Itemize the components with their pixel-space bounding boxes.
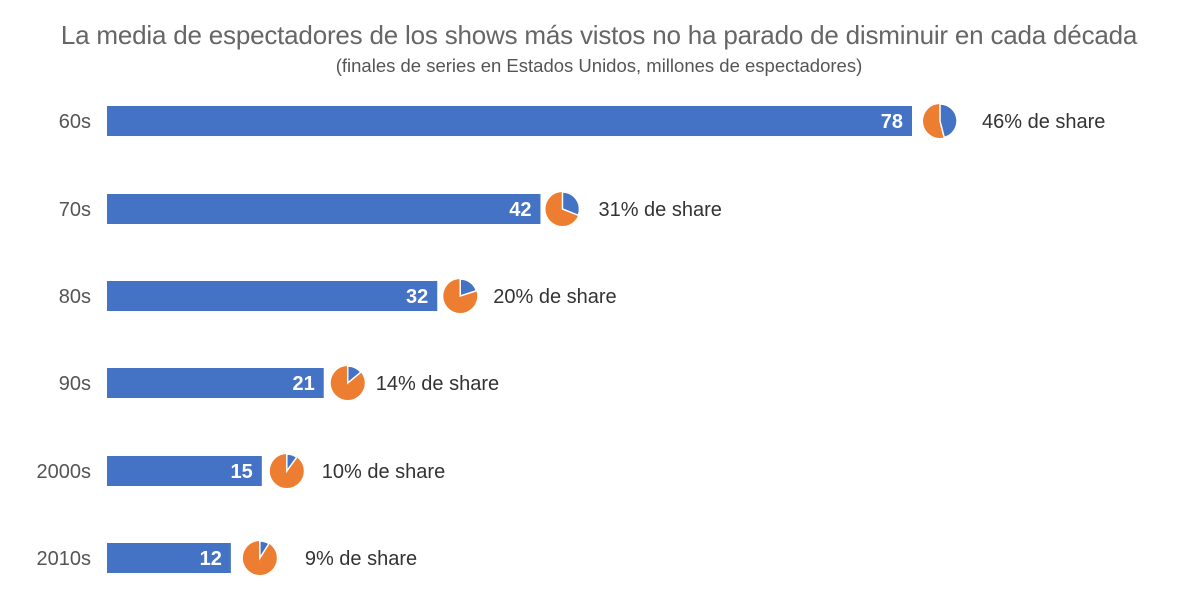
- bar: [107, 106, 912, 136]
- category-label: 60s: [59, 111, 91, 133]
- pie-slice-share: [939, 103, 958, 139]
- share-pie: [330, 365, 365, 400]
- share-label: 46% de share: [982, 111, 1105, 133]
- share-pie: [269, 453, 304, 488]
- bar: [107, 368, 324, 398]
- bar: [107, 543, 231, 573]
- share-label: 10% de share: [322, 461, 445, 483]
- bar: [107, 281, 438, 311]
- pie-slice-share: [459, 278, 478, 298]
- category-label: 2000s: [37, 461, 92, 483]
- chart-subtitle: (finales de series en Estados Unidos, mi…: [335, 55, 863, 76]
- category-label: 90s: [59, 373, 91, 395]
- pie-slice-share: [259, 540, 270, 561]
- chart-title: La media de espectadores de los shows má…: [60, 20, 1138, 50]
- share-pie: [923, 103, 958, 139]
- bar-value-label: 12: [200, 548, 222, 570]
- pie-slice-share: [346, 365, 362, 385]
- bar-value-label: 15: [231, 461, 253, 483]
- share-label: 31% de share: [598, 199, 721, 221]
- bar-value-label: 78: [881, 111, 903, 133]
- bar-value-label: 32: [406, 286, 428, 308]
- share-label: 9% de share: [305, 548, 417, 570]
- share-pie: [545, 191, 581, 226]
- share-pie: [443, 278, 478, 313]
- pie-slice-share: [286, 453, 298, 474]
- bar-value-label: 21: [292, 373, 314, 395]
- category-label: 2010s: [37, 548, 92, 570]
- bar: [107, 194, 541, 224]
- share-pie: [242, 540, 277, 575]
- share-label: 14% de share: [376, 373, 499, 395]
- pie-slice-share: [561, 191, 581, 217]
- share-label: 20% de share: [493, 286, 616, 308]
- bar-value-label: 42: [509, 199, 531, 221]
- category-label: 80s: [59, 286, 91, 308]
- category-label: 70s: [59, 199, 91, 221]
- bar: [107, 456, 262, 486]
